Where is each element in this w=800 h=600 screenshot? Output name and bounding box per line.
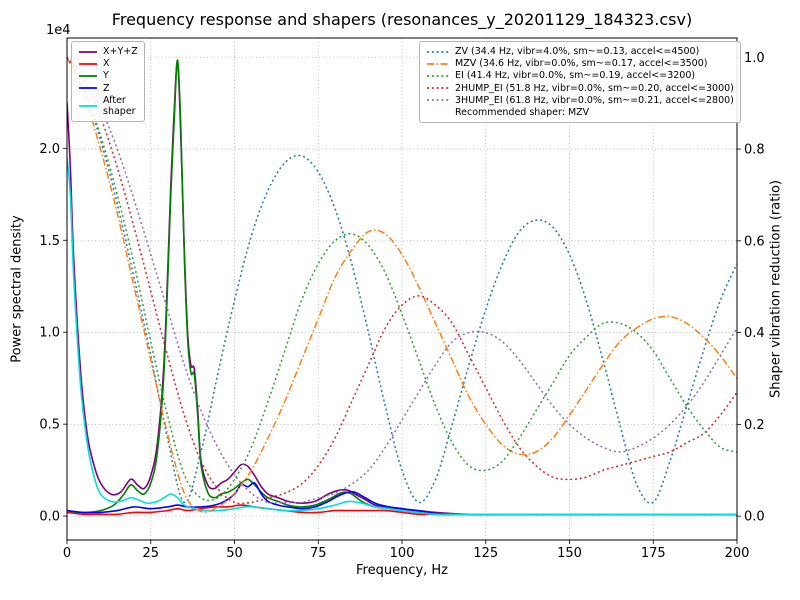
legend-line-swatch — [78, 59, 98, 69]
legend-label: X+Y+Z — [103, 46, 138, 57]
legend-item: X+Y+Z — [78, 46, 138, 57]
legend-line-swatch — [78, 71, 98, 81]
shaper-curve-2hump-ei-51-8-hz-vibr-0-0-sm-0-20-accel-3000 — [67, 56, 737, 505]
y-left-tick-label: 1.0 — [39, 326, 60, 341]
legend-label: X — [103, 58, 110, 70]
y-right-tick-label: 1.0 — [744, 51, 765, 66]
legend-label: MZV (34.6 Hz, vibr=0.0%, sm~=0.17, accel… — [455, 58, 708, 70]
legend-shapers: ZV (34.4 Hz, vibr=4.0%, sm~=0.13, accel<… — [419, 41, 741, 124]
legend-item: 3HUMP_EI (61.8 Hz, vibr=0.0%, sm~=0.21, … — [426, 95, 734, 106]
legend-item: MZV (34.6 Hz, vibr=0.0%, sm~=0.17, accel… — [426, 58, 734, 69]
y-axis-label-left: Power spectral density — [9, 215, 25, 363]
x-tick-label: 50 — [226, 546, 243, 561]
legend-label: ZV (34.4 Hz, vibr=4.0%, sm~=0.13, accel<… — [455, 46, 700, 57]
legend-line-swatch — [78, 47, 98, 57]
legend-psd: X+Y+Z X Y Z After shaper — [71, 41, 145, 123]
legend-line-swatch — [426, 47, 450, 57]
legend-item: Recommended shaper: MZV — [426, 107, 734, 118]
legend-item: Y — [78, 70, 138, 81]
legend-item: ZV (34.4 Hz, vibr=4.0%, sm~=0.13, accel<… — [426, 46, 734, 57]
legend-line-swatch — [426, 95, 450, 105]
legend-item: Z — [78, 83, 138, 94]
chart-title: Frequency response and shapers (resonanc… — [111, 10, 693, 29]
y-left-tick-label: 0.5 — [39, 418, 60, 433]
y-right-tick-label: 0.6 — [744, 234, 765, 249]
x-tick-label: 200 — [725, 546, 750, 561]
legend-label: 3HUMP_EI (61.8 Hz, vibr=0.0%, sm~=0.21, … — [455, 94, 734, 106]
legend-line-swatch — [426, 71, 450, 81]
legend-label: After shaper — [103, 94, 136, 118]
psd-curve-z — [67, 482, 737, 516]
shaper-curve-mzv-34-6-hz-vibr-0-0-sm-0-17-accel-3500 — [67, 56, 737, 513]
legend-line-swatch — [78, 101, 98, 111]
legend-label: EI (41.4 Hz, vibr=0.0%, sm~=0.19, accel<… — [455, 70, 696, 82]
y-left-tick-label: 2.0 — [39, 142, 60, 157]
y-left-tick-label: 0.0 — [39, 510, 60, 525]
legend-item: EI (41.4 Hz, vibr=0.0%, sm~=0.19, accel<… — [426, 70, 734, 81]
legend-label: Y — [103, 70, 109, 82]
y-left-tick-label: 1.5 — [39, 234, 60, 249]
y-axis-offset-text: 1e4 — [46, 23, 71, 38]
x-tick-label: 25 — [142, 546, 159, 561]
psd-curve-after-shaper — [67, 157, 737, 516]
y-right-tick-label: 0.8 — [744, 143, 765, 158]
shaper-curve-ei-41-4-hz-vibr-0-0-sm-0-19-accel-3200 — [67, 56, 737, 502]
x-tick-label: 150 — [557, 546, 582, 561]
legend-item: X — [78, 58, 138, 69]
y-right-tick-label: 0.0 — [744, 510, 765, 525]
legend-item: After shaper — [78, 95, 138, 117]
legend-item: 2HUMP_EI (51.8 Hz, vibr=0.0%, sm~=0.20, … — [426, 83, 734, 94]
x-tick-label: 175 — [641, 546, 666, 561]
x-axis-label: Frequency, Hz — [355, 563, 449, 578]
psd-curve-x-y-z — [67, 61, 737, 516]
shaper-curve-zv-34-4-hz-vibr-4-0-sm-0-13-accel-4500 — [67, 56, 737, 504]
legend-line-swatch — [426, 83, 450, 93]
x-tick-label: 0 — [63, 546, 71, 561]
x-tick-label: 125 — [473, 546, 498, 561]
shaper-curve-3hump-ei-61-8-hz-vibr-0-0-sm-0-21-accel-2800 — [67, 56, 737, 504]
legend-label: Recommended shaper: MZV — [455, 107, 590, 119]
y-axis-label-right: Shaper vibration reduction (ratio) — [768, 180, 784, 398]
x-tick-label: 75 — [310, 546, 327, 561]
y-right-tick-label: 0.4 — [744, 326, 765, 341]
legend-line-swatch — [78, 83, 98, 93]
legend-label: 2HUMP_EI (51.8 Hz, vibr=0.0%, sm~=0.20, … — [455, 82, 734, 94]
x-tick-label: 100 — [390, 546, 415, 561]
y-right-tick-label: 0.2 — [744, 418, 765, 433]
legend-label: Z — [103, 82, 110, 94]
legend-line-swatch — [426, 59, 450, 69]
